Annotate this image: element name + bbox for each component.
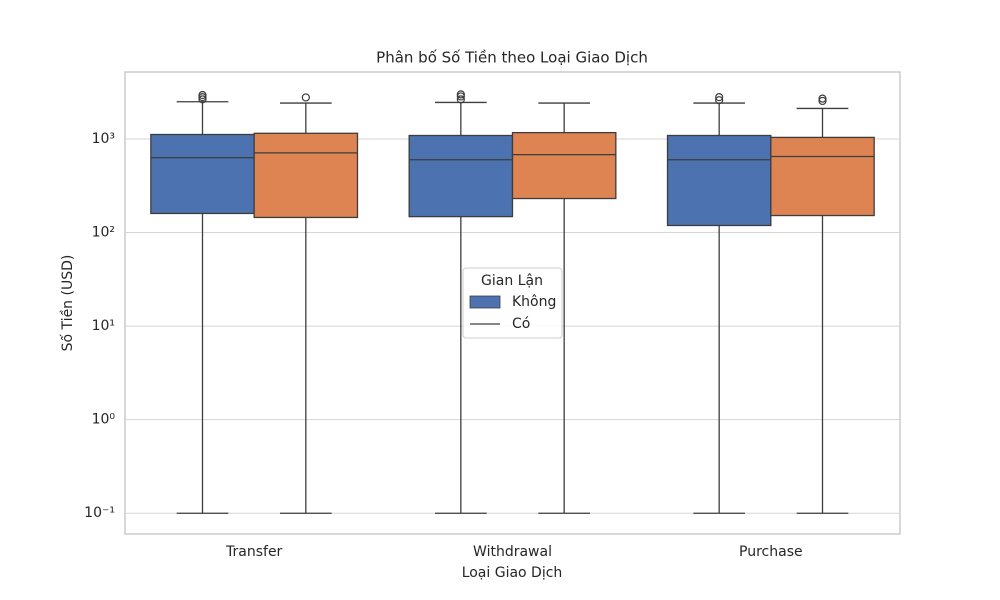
box-group — [150, 90, 255, 514]
legend-swatch — [469, 295, 501, 309]
outlier — [818, 96, 827, 106]
y-tick-label: 10⁰ — [92, 412, 116, 428]
y-tick-label: 10² — [92, 225, 115, 241]
box-group — [770, 94, 875, 514]
box — [770, 136, 875, 217]
legend-label: Không — [512, 294, 556, 310]
outlier — [301, 93, 310, 102]
legend-title: Gian Lận — [481, 273, 543, 289]
outlier — [456, 95, 465, 104]
outlier — [456, 90, 465, 99]
outlier — [818, 94, 827, 103]
box — [511, 131, 617, 200]
x-tick-label: Purchase — [739, 544, 803, 560]
outlier — [715, 96, 724, 105]
box — [666, 134, 772, 227]
outlier — [198, 90, 207, 100]
y-tick-label: 10³ — [92, 131, 115, 147]
box — [253, 132, 359, 219]
chart-title: Phân bố Số Tiền theo Loại Giao Dịch — [376, 49, 648, 67]
box — [150, 133, 255, 215]
legend-label: Có — [512, 316, 530, 332]
box — [408, 134, 514, 218]
box-group — [666, 93, 772, 514]
y-axis-label: Số Tiền (USD) — [59, 255, 76, 352]
x-axis-label: Loại Giao Dịch — [462, 565, 563, 581]
outlier — [715, 93, 724, 102]
x-tick-label: Transfer — [225, 544, 283, 560]
legend-box — [462, 267, 563, 339]
legend: Gian Lận Không Có — [462, 267, 563, 339]
box-group — [511, 102, 617, 514]
box-group — [253, 93, 359, 514]
y-tick-label: 10¹ — [92, 318, 115, 334]
outlier — [198, 95, 207, 104]
y-tick-label: 10⁻¹ — [84, 505, 115, 521]
x-tick-label: Withdrawal — [473, 544, 552, 560]
